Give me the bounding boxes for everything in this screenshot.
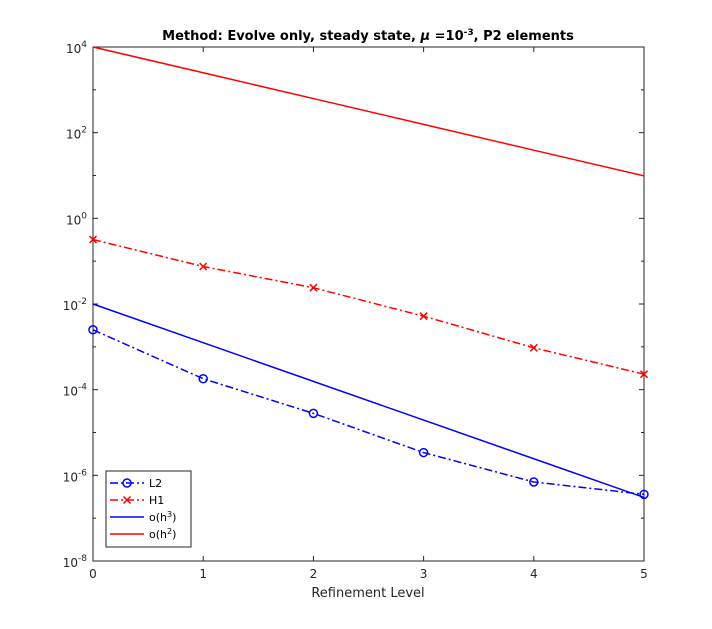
chart-title: Method: Evolve only, steady state, μ =10… [162,28,574,44]
axis-ticks: 0 1 2 3 4 5 10-8 10-6 10-4 10-2 100 102 104 [63,40,648,581]
point-h1 [88,235,98,244]
point-l2 [88,325,98,335]
y-tick-label: 10-8 [63,554,88,570]
point-h1 [419,312,428,321]
title-exp: -3 [464,28,474,38]
point-l2 [639,489,649,500]
x-tick-label: 2 [310,567,318,581]
legend-marker-l2 [122,478,132,488]
x-tick-label: 4 [530,567,538,581]
legend-label-oh2: o(h2) [149,527,176,541]
point-l2 [198,373,208,384]
y-tick-label: 102 [66,126,87,142]
point-h1 [199,262,208,271]
x-axis-label: Refinement Level [311,586,424,601]
legend: L2 H1 o(h3) o(h2) [105,470,192,548]
point-h1 [639,370,649,379]
legend-label-l2: L2 [149,477,162,490]
y-tick-label: 100 [66,211,87,227]
legend-label-h1: H1 [149,494,164,507]
point-l2 [418,447,429,458]
title-mu: μ [420,29,431,44]
point-l2 [308,408,319,419]
point-h1 [529,343,538,352]
title-suffix: , P2 elements [474,29,574,44]
x-tick-label: 0 [89,567,97,581]
title-eq: =10 [430,29,464,44]
y-tick-label: 10-2 [63,297,87,313]
legend-label-oh3: o(h3) [149,510,176,524]
series-line-oh3 [92,303,645,499]
series-line-oh2 [92,46,645,177]
legend-marker-h1 [122,495,132,505]
x-tick-label: 5 [640,567,648,581]
series-line-l2 [92,329,645,496]
y-tick-label: 104 [66,40,87,56]
x-tick-label: 3 [420,567,428,581]
title-prefix: Method: Evolve only, steady state, [162,29,420,44]
y-tick-label: 10-6 [63,468,88,484]
series-layer [88,46,649,500]
y-tick-label: 10-4 [63,383,88,399]
point-l2 [529,477,539,487]
point-h1 [309,283,318,292]
x-tick-label: 1 [199,567,207,581]
